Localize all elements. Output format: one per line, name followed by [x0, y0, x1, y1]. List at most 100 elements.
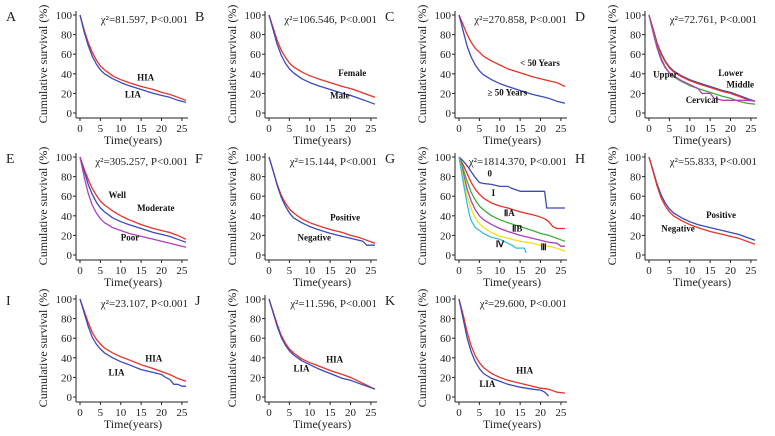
curve-label: LIA	[293, 364, 310, 374]
panel-i: I Cumulative survival (%) 0 20 40 60 80 100 0 5 10…	[6, 289, 188, 431]
x-tick-label: 20	[156, 123, 168, 135]
x-tick-label: 5	[98, 265, 104, 277]
x-tick-label: 15	[515, 265, 527, 277]
curve-label: Male	[330, 90, 350, 100]
y-tick-label: 80	[440, 30, 452, 42]
y-tick-label: 20	[61, 372, 73, 384]
panel-a: A Cumulative survival (%) 0 20 40 60 80 100 0 5 10…	[6, 5, 188, 147]
curve-label: Female	[338, 68, 366, 78]
curve-label: Negative	[298, 232, 332, 242]
panel-h: H Cumulative survival (%) 0 20 40 60 80 100 0 5 10…	[575, 147, 757, 289]
curve-label: ⅡA	[504, 208, 515, 218]
x-tick-label: 0	[266, 407, 272, 419]
y-tick-label: 80	[250, 30, 262, 42]
curve-label: 0	[488, 169, 493, 179]
y-tick-label: 100	[245, 294, 262, 306]
curve-label: < 50 Years	[520, 58, 560, 68]
y-axis-label: Cumulative survival (%)	[415, 289, 429, 408]
x-tick-label: 10	[494, 407, 506, 419]
curve-label: I	[492, 188, 496, 198]
x-tick-label: 25	[176, 123, 188, 135]
panel-e: E Cumulative survival (%) 0 20 40 60 80 100 0 5 10…	[6, 147, 188, 289]
x-tick-label: 25	[365, 407, 377, 419]
y-axis-label: Cumulative survival (%)	[225, 147, 239, 266]
panel-letter: K	[385, 294, 395, 309]
x-tick-label: 0	[77, 407, 83, 419]
panel-letter: D	[575, 10, 585, 25]
survival-curve-0	[458, 156, 565, 209]
y-axis-label: Cumulative survival (%)	[415, 5, 429, 124]
x-tick-label: 10	[304, 123, 316, 135]
curve-label: LIA	[479, 379, 496, 389]
x-tick-label: 25	[365, 265, 377, 277]
chi-square-stat: χ²=23.107, P<0.001	[100, 298, 188, 310]
x-tick-label: 0	[456, 265, 462, 277]
x-tick-label: 10	[115, 123, 127, 135]
survival-curve-positive	[648, 156, 756, 241]
survival-curve-negative	[268, 156, 375, 246]
y-tick-label: 0	[636, 108, 642, 120]
x-tick-label: 25	[745, 265, 757, 277]
y-tick-label: 60	[630, 49, 642, 61]
x-tick-label: 20	[535, 407, 547, 419]
y-tick-label: 80	[440, 314, 452, 326]
chi-square-stat: χ²=72.761, P<0.001	[669, 14, 757, 26]
y-tick-label: 20	[440, 372, 452, 384]
x-tick-label: 25	[176, 407, 188, 419]
x-tick-label: 5	[667, 265, 673, 277]
x-tick-label: 5	[477, 407, 483, 419]
x-axis-label: Time(years)	[673, 133, 731, 147]
y-tick-label: 0	[636, 250, 642, 262]
x-tick-label: 10	[304, 265, 316, 277]
y-tick-label: 40	[61, 69, 73, 81]
x-tick-label: 0	[456, 407, 462, 419]
x-tick-label: 20	[345, 265, 357, 277]
x-axis-label: Time(years)	[293, 275, 351, 289]
survival-curve-lia	[458, 298, 550, 397]
y-tick-label: 80	[61, 172, 73, 184]
y-tick-label: 0	[446, 392, 452, 404]
panel-d: D Cumulative survival (%) 0 20 40 60 80 100 0 5 10…	[575, 5, 757, 147]
x-tick-label: 10	[494, 123, 506, 135]
curve-label: HIA	[137, 73, 155, 83]
x-axis-label: Time(years)	[104, 275, 162, 289]
y-tick-label: 100	[625, 10, 642, 22]
x-tick-label: 0	[77, 265, 83, 277]
x-axis-label: Time(years)	[104, 417, 162, 431]
y-tick-label: 20	[440, 88, 452, 100]
x-tick-label: 5	[477, 123, 483, 135]
y-tick-label: 0	[256, 250, 262, 262]
x-tick-label: 20	[535, 123, 547, 135]
y-tick-label: 100	[245, 152, 262, 164]
x-tick-label: 15	[136, 123, 148, 135]
x-tick-label: 20	[345, 407, 357, 419]
y-tick-label: 20	[630, 88, 642, 100]
survival-curve-hia	[79, 14, 187, 101]
y-tick-label: 100	[245, 10, 262, 22]
y-axis-label: Cumulative survival (%)	[225, 289, 239, 408]
panel-letter: G	[385, 152, 395, 167]
y-axis-label: Cumulative survival (%)	[36, 5, 50, 124]
y-axis-label: Cumulative survival (%)	[605, 147, 619, 266]
y-tick-label: 0	[67, 250, 73, 262]
x-tick-label: 0	[77, 123, 83, 135]
y-tick-label: 100	[625, 152, 642, 164]
x-tick-label: 15	[136, 407, 148, 419]
x-axis-label: Time(years)	[104, 133, 162, 147]
x-tick-label: 20	[725, 123, 737, 135]
panel-c: C Cumulative survival (%) 0 20 40 60 80 100 0 5 10…	[385, 5, 567, 147]
x-tick-label: 15	[325, 407, 337, 419]
x-tick-label: 5	[667, 123, 673, 135]
x-tick-label: 10	[115, 407, 127, 419]
panel-letter: I	[6, 294, 11, 309]
x-tick-label: 5	[287, 265, 293, 277]
x-tick-label: 15	[325, 265, 337, 277]
survival-curve-iia	[458, 156, 566, 242]
curve-label: Poor	[121, 232, 139, 242]
curve-label: HIA	[326, 355, 344, 365]
survival-curve-50-years	[458, 14, 566, 88]
survival-curve-hia	[79, 298, 187, 382]
y-tick-label: 40	[630, 69, 642, 81]
survival-curve-moderate	[79, 156, 187, 243]
